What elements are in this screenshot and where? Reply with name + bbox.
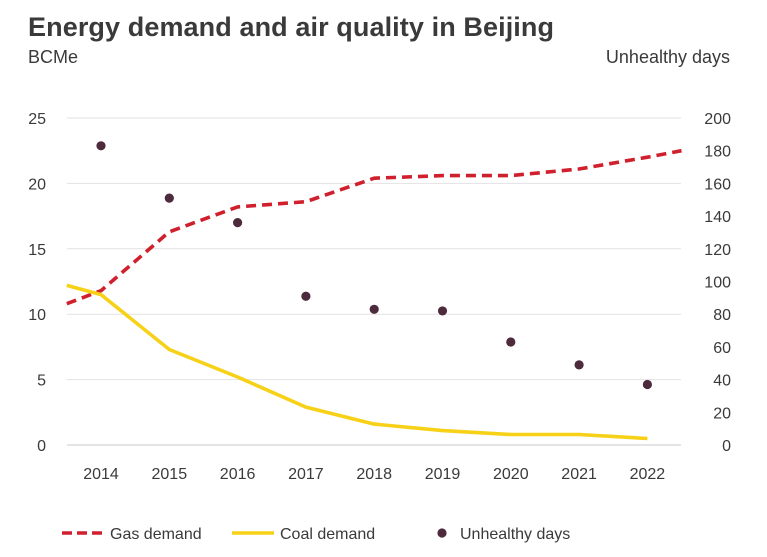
unhealthy-days-point (96, 141, 106, 151)
y-right-tick-label: 20 (713, 405, 731, 422)
unhealthy-days-point (506, 337, 516, 347)
y-left-tick-label: 20 (28, 176, 46, 193)
y-left-tick-label: 15 (28, 242, 46, 259)
y-left-tick-label: 5 (37, 373, 46, 390)
unhealthy-days-point (164, 193, 174, 203)
y-right-tick-label: 80 (713, 307, 731, 324)
x-tick-label: 2022 (630, 466, 666, 483)
unhealthy-days-point (233, 218, 243, 228)
x-tick-label: 2019 (425, 466, 461, 483)
y-axis-left-ticks: 0 5 10 15 20 25 (28, 111, 46, 455)
legend-unhealthy-days-label: Unhealthy days (460, 526, 570, 543)
y-right-tick-label: 0 (722, 438, 731, 455)
chart-title: Energy demand and air quality in Beijing (28, 12, 555, 42)
y-axis-left-label: BCMe (28, 47, 79, 67)
y-right-tick-label: 60 (713, 340, 731, 357)
unhealthy-days-point (574, 360, 584, 370)
legend-unhealthy-days-marker (437, 528, 447, 538)
unhealthy-days-point (369, 304, 379, 314)
x-tick-label: 2021 (561, 466, 597, 483)
y-left-tick-label: 25 (28, 111, 46, 128)
series-layer (66, 141, 682, 441)
y-right-tick-label: 160 (704, 176, 731, 193)
x-tick-label: 2014 (83, 466, 119, 483)
legend-gas-demand-label: Gas demand (110, 526, 202, 543)
y-right-tick-label: 180 (704, 144, 731, 161)
unhealthy-days-point (437, 306, 448, 316)
y-right-tick-label: 200 (704, 111, 731, 128)
y-right-tick-label: 100 (704, 275, 731, 292)
y-right-tick-label: 120 (704, 242, 731, 259)
x-tick-label: 2015 (152, 466, 188, 483)
unhealthy-days-point (642, 379, 653, 390)
grid-lines (67, 117, 681, 446)
unhealthy-days-point (301, 291, 311, 301)
x-axis-ticks: 2014 2015 2016 2017 2018 2019 2020 2021 2022 (83, 466, 665, 483)
x-tick-label: 2016 (220, 466, 256, 483)
x-tick-label: 2017 (288, 466, 324, 483)
gas-demand-line (66, 148, 682, 306)
y-right-tick-label: 140 (704, 209, 731, 226)
y-left-tick-label: 0 (37, 438, 46, 455)
x-tick-label: 2020 (493, 466, 529, 483)
y-left-tick-label: 10 (28, 307, 46, 324)
legend-coal-demand-label: Coal demand (280, 526, 375, 543)
coal-demand-line (66, 283, 648, 441)
y-right-tick-label: 40 (713, 373, 731, 390)
y-axis-right-ticks: 0 20 40 60 80 100 120 140 160 180 200 (704, 111, 731, 455)
legend: Gas demand Coal demand Unhealthy days (62, 526, 570, 543)
x-tick-label: 2018 (356, 466, 392, 483)
y-axis-right-label: Unhealthy days (605, 47, 730, 67)
